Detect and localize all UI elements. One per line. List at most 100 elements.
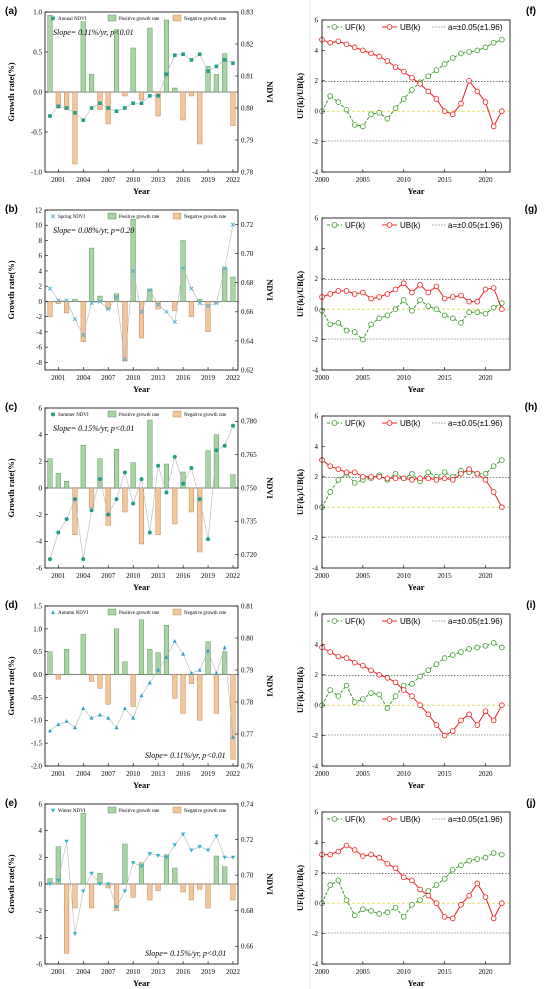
negative-growth-bar [97,674,103,689]
x-tick-label: 2022 [226,968,241,976]
legend-ndvi-label: Winter NDVI [58,809,86,814]
y-tick-label: -2 [312,138,318,146]
ndvi-point [106,306,111,312]
ndvi-point [172,843,177,848]
ub-point [449,477,456,483]
ndvi-point [114,497,119,502]
ndvi-point [106,882,111,887]
y-tick-label: -4 [36,934,42,942]
uf-point [384,312,391,319]
ub-point [466,892,472,899]
uf-point [449,866,456,873]
ub-point [482,286,489,293]
ndvi-point [56,722,61,726]
negative-growth-bar [213,674,219,714]
ndvi-point [147,852,153,856]
x-tick-label: 2001 [51,968,66,976]
ub-point [327,39,333,46]
ndvi-point [89,508,94,513]
ndvi-point [231,735,236,739]
uf-point [482,643,489,649]
ndvi-point [197,300,202,306]
legend-uf-marker [331,222,338,228]
ndvi-point [172,53,177,57]
ndvi-point [214,300,219,306]
ub-point [425,711,432,718]
x-axis-title: Year [408,582,425,592]
uf-point [425,303,432,309]
uf-point [433,661,440,667]
legend-uf-label: UF(k) [345,23,365,32]
uf-point [400,682,407,689]
positive-growth-bar [222,53,228,93]
y-tick-label: 0.5 [33,48,42,56]
ndvi-point [114,109,119,113]
y-tick-label: 1.0 [33,625,42,633]
uf-point [384,116,391,122]
legend-negative-swatch [172,608,182,616]
y2-tick-label: 0.83 [241,8,254,16]
legend-negative-label: Negative growth rate [184,611,227,616]
uf-point [335,877,342,884]
y-tick-label: 0 [39,484,43,492]
panel-label: (e) [5,798,17,809]
y2-tick-label: 0.750 [241,484,257,492]
x-tick-label: 2019 [201,572,216,580]
x-tick-label: 2013 [151,176,166,184]
ndvi-point [214,64,219,69]
negative-growth-bar [180,674,186,714]
uf-point [392,693,399,699]
x-tick-label: 2010 [397,770,412,778]
legend-uf-marker [331,618,338,624]
panel-label: (a) [5,6,17,17]
ndvi-point [189,848,194,853]
y-axis-title: Growth rate(%) [6,62,16,121]
y2-axis-title: NDVI [265,477,275,499]
negative-growth-bar [89,883,95,909]
legend-ub-label: UB(k) [400,23,421,32]
uf-point [458,320,464,326]
y-tick-label: 2 [315,77,319,85]
ndvi-point [114,295,119,300]
negative-growth-bar [105,674,111,705]
uf-point [458,649,464,655]
y-tick-label: -2 [36,511,42,519]
x-tick-label: 2013 [151,374,166,382]
uf-point [335,99,342,105]
ub-point [417,81,423,87]
uf-point [351,329,358,335]
ub-point [384,675,391,681]
panel-label: (d) [5,600,18,611]
ub-point [384,860,391,867]
ndvi-point [164,72,169,77]
ndvi-point [230,222,236,227]
legend-ub-marker [386,816,393,822]
y2-tick-label: 0.780 [241,418,257,426]
panel-label: (h) [525,402,538,413]
ndvi-point [114,905,119,910]
y-tick-label: 12 [35,206,43,214]
panel-label: (f) [526,6,536,17]
ub-point [499,702,505,708]
positive-growth-bar [213,855,219,885]
ndvi-point [206,648,211,653]
uf-point [441,469,448,476]
ub-point [360,853,366,859]
y-tick-label: 0.0 [33,88,42,96]
negative-growth-bar [55,301,61,304]
y-axis-title: Growth rate(%) [6,458,16,517]
uf-point [474,309,481,316]
ndvi-point [164,855,169,860]
ndvi-point [72,497,77,502]
positive-growth-bar [147,27,153,93]
legend-uf-marker [331,420,338,426]
ub-point [327,649,333,655]
negative-growth-bar [138,91,145,101]
positive-growth-bar [205,66,211,93]
y-tick-label: -0.5 [31,694,43,702]
legend-ub-label: UB(k) [400,221,421,230]
x-tick-label: 2016 [176,572,191,580]
ndvi-point [164,490,169,495]
uf-point [490,39,497,46]
